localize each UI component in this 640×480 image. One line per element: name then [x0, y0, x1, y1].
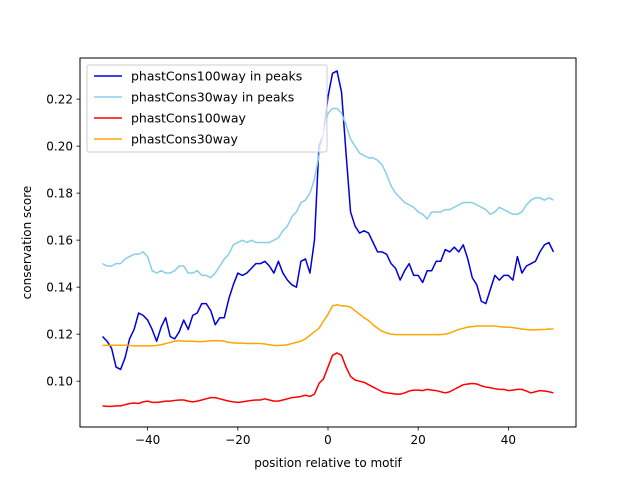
y-tick-label: 0.12 — [46, 328, 73, 342]
legend-label-4: phastCons30way — [131, 132, 239, 147]
y-axis-label: conservation score — [20, 186, 34, 300]
x-axis-label: position relative to motif — [254, 456, 402, 470]
y-axis-ticks: 0.10 0.12 0.14 0.16 0.18 0.20 0.22 — [46, 93, 80, 389]
x-tick-label: 40 — [501, 433, 516, 447]
x-tick-label: 0 — [324, 433, 332, 447]
y-tick-label: 0.14 — [46, 281, 73, 295]
series-line-2 — [102, 107, 554, 279]
y-tick-label: 0.10 — [46, 375, 73, 389]
legend-label-3: phastCons100way — [131, 111, 246, 126]
y-tick-label: 0.22 — [46, 93, 73, 107]
x-tick-label: −40 — [135, 433, 160, 447]
x-tick-label: −20 — [225, 433, 250, 447]
series-line-3 — [102, 352, 554, 408]
legend-label-2: phastCons30way in peaks — [131, 90, 294, 105]
x-axis-ticks: −40 −20 0 20 40 — [135, 427, 516, 447]
y-tick-label: 0.16 — [46, 234, 73, 248]
series-line-4 — [102, 304, 554, 347]
y-tick-label: 0.20 — [46, 140, 73, 154]
legend: phastCons100way in peaks phastCons30way i… — [86, 64, 328, 153]
series-line-1 — [102, 70, 555, 371]
legend-label-1: phastCons100way in peaks — [131, 69, 302, 84]
y-tick-label: 0.18 — [46, 187, 73, 201]
legend-box — [86, 64, 328, 153]
series-layer — [102, 70, 555, 408]
x-tick-label: 20 — [411, 433, 426, 447]
